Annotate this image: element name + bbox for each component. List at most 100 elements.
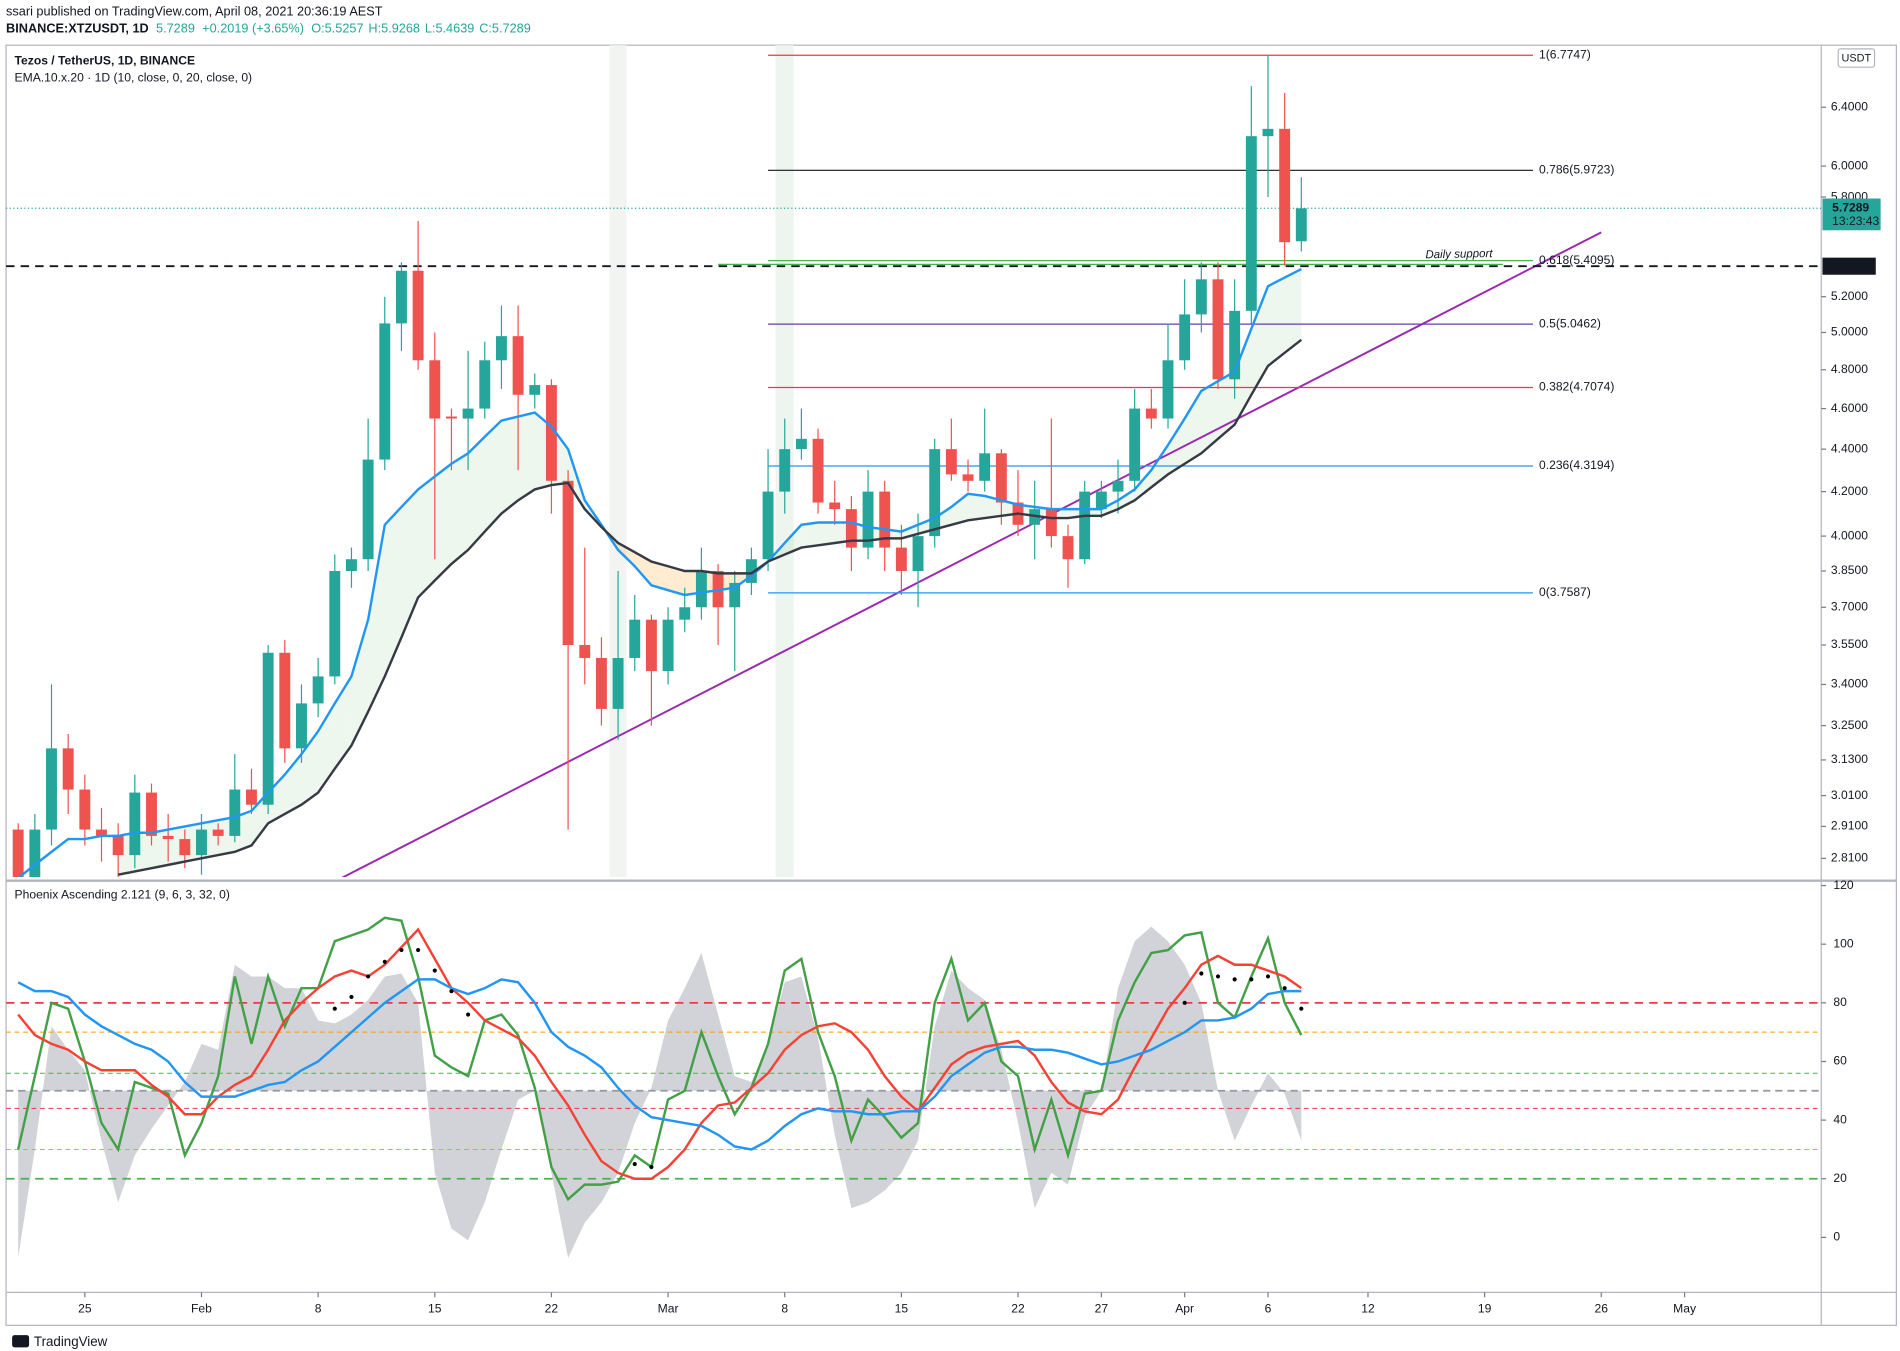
x-tick-label: 26 [1595, 1302, 1609, 1316]
x-tick-label: Mar [658, 1302, 679, 1316]
candle-body [912, 536, 924, 571]
candle-body [645, 619, 657, 672]
ema-cloud [1217, 371, 1235, 439]
oscillator-title: Phoenix Ascending 2.121 (9, 6, 3, 32, 0) [15, 888, 230, 902]
ema-cloud [951, 493, 969, 525]
candle-body [1079, 491, 1091, 560]
y-tick-label: 2.8100 [1831, 851, 1868, 865]
symbol: BINANCE:XTZUSDT, 1D [6, 21, 149, 36]
x-tick-label: 8 [315, 1302, 322, 1316]
oscillator-dot [1249, 977, 1254, 982]
ema-cloud [468, 436, 485, 550]
fib-label: 0.618(5.4095) [1539, 253, 1614, 267]
publisher-line: ssari published on TradingView.com, Apri… [6, 4, 383, 19]
candle-body [296, 703, 307, 749]
oscillator-dot [432, 968, 437, 973]
oscillator-dot [466, 1012, 471, 1017]
countdown-label: 13:23:43 [1832, 214, 1879, 228]
candle-body [196, 829, 207, 856]
oscillator-dot [632, 1162, 637, 1167]
fib-label: 0.236(4.3194) [1539, 458, 1614, 472]
ema-cloud [618, 542, 635, 567]
ema-cloud [251, 792, 269, 846]
candle-body [1045, 509, 1057, 537]
frame [5, 44, 1897, 1326]
ema-cloud [1267, 277, 1285, 366]
candle-body [745, 559, 757, 583]
fib-label: 0(3.7587) [1539, 585, 1591, 599]
candle-body [795, 438, 807, 450]
x-tick-label: 25 [78, 1302, 92, 1316]
y2-tick-label: 80 [1833, 995, 1847, 1009]
y-tick-label: 4.0000 [1831, 528, 1868, 542]
y2-tick-label: 40 [1833, 1112, 1847, 1126]
fib-label: 0.786(5.9723) [1539, 163, 1614, 177]
candle-body [979, 453, 991, 481]
ema-cloud [284, 754, 302, 814]
y2-tick-label: 20 [1833, 1171, 1847, 1185]
ema-cloud [451, 453, 469, 564]
ema-cloud [901, 524, 919, 539]
oscillator-pane [6, 916, 1822, 1258]
x-tick-label: Apr [1175, 1302, 1194, 1316]
candle-body [229, 789, 241, 836]
candle-body [695, 570, 707, 608]
ema-cloud [1118, 489, 1135, 510]
x-tick-label: May [1673, 1302, 1697, 1316]
ema-cloud [268, 774, 285, 824]
ema-cloud [334, 676, 352, 769]
candle-body [779, 449, 791, 492]
candle-body [929, 449, 941, 537]
candle-body [729, 582, 741, 608]
low: L:5.4639 [425, 21, 475, 36]
candle-body [246, 789, 257, 805]
ema-cloud [484, 420, 502, 532]
oscillator-dot [1265, 974, 1271, 979]
oscillator-dot [1182, 1000, 1187, 1005]
candle-body [562, 480, 574, 646]
candle-body [829, 502, 841, 510]
high: H:5.9268 [368, 21, 420, 36]
candle-body [845, 509, 857, 548]
oscillator-dot [1215, 974, 1221, 979]
ema-cloud [368, 524, 385, 712]
candle-body [679, 607, 691, 620]
ema-cloud [1168, 418, 1185, 475]
candle-body [29, 829, 41, 878]
symbol-line: BINANCE:XTZUSDT, 1D 5.7289 +0.2019 (+3.65%… [6, 21, 531, 36]
candle-body [312, 676, 324, 704]
candle-body [1245, 136, 1257, 311]
x-tick-label: 8 [781, 1302, 788, 1316]
candle-body [1129, 408, 1141, 481]
ema-cloud [668, 566, 685, 596]
pane-title: Tezos / TetherUS, 1D, BINANCE [15, 53, 196, 67]
ema-cloud [1101, 500, 1119, 516]
x-tick-label: 15 [428, 1302, 442, 1316]
oscillator-dot [1199, 971, 1204, 976]
ema-cloud [401, 489, 419, 638]
y-tick-label: 4.6000 [1831, 401, 1868, 415]
oscillator-dot [649, 1164, 654, 1170]
logo [12, 1335, 30, 1348]
x-tick-label: 12 [1361, 1302, 1375, 1316]
y2-tick-label: 60 [1833, 1054, 1847, 1068]
candle-body [662, 619, 674, 672]
ema-cloud [384, 506, 402, 677]
candle-body [479, 360, 491, 409]
ema-cloud [151, 829, 169, 869]
candle-body [1262, 128, 1274, 137]
candle-body [395, 270, 407, 324]
unit-label: USDT [1842, 52, 1872, 64]
candle-body [362, 459, 374, 560]
candle-body [445, 416, 457, 419]
y-tick-label: 3.4000 [1831, 677, 1868, 691]
candle-body [429, 360, 441, 419]
candle-body [1229, 310, 1241, 380]
candle-body [1095, 491, 1107, 510]
x-tick-label: 22 [1011, 1302, 1025, 1316]
candle-body [1279, 128, 1291, 243]
oscillator-dot [1232, 977, 1237, 982]
candle-body [112, 835, 124, 856]
